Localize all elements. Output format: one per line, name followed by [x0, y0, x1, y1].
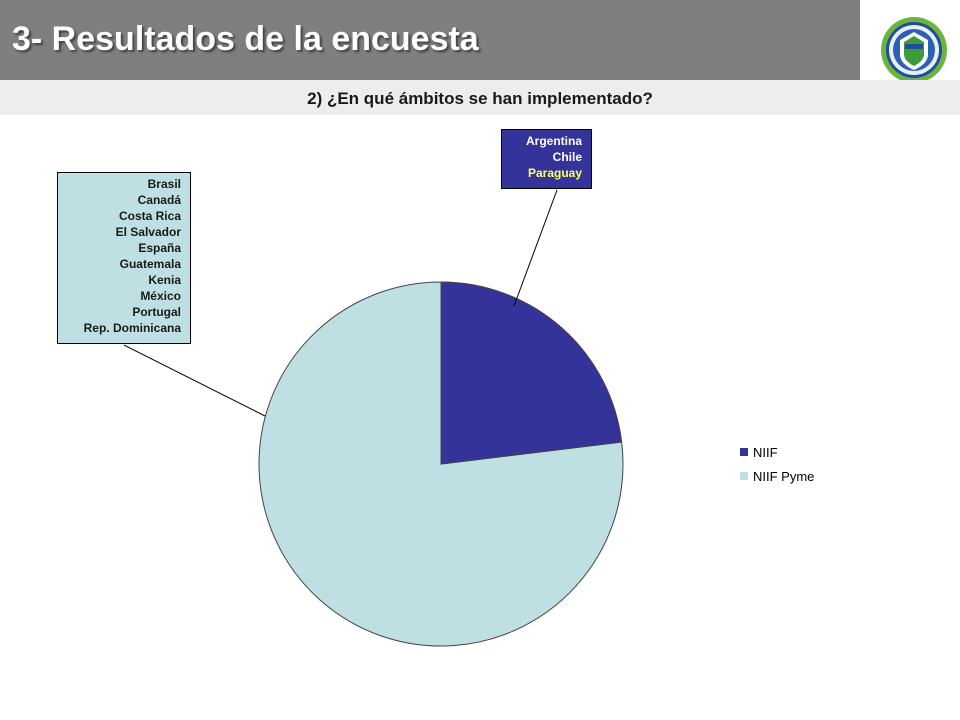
callout-country: Kenia: [148, 273, 181, 287]
legend-label: NIIF Pyme: [753, 468, 815, 484]
chart-title: 2) ¿En qué ámbitos se han implementado?: [307, 89, 653, 108]
chart-legend: NIIF NIIF Pyme: [740, 440, 814, 488]
legend-swatch: [740, 472, 748, 480]
callout-country: Brasil: [147, 177, 181, 191]
pie-slice-niif-pyme: [258, 281, 624, 647]
callout-country: España: [138, 241, 181, 255]
legend-item-niif-pyme: NIIF Pyme: [740, 464, 814, 488]
niif-pyme-country-callout: Brasil Canadá Costa Rica El Salvador España G…: [57, 172, 191, 344]
callout-country: Costa Rica: [118, 209, 181, 223]
niif-country-callout: Argentina Chile Paraguay: [501, 129, 592, 189]
callout-country: México: [140, 289, 181, 303]
callout-country: Portugal: [132, 305, 181, 319]
legend-swatch: [740, 448, 748, 456]
niif-leader-line: [513, 189, 558, 307]
callout-country: Argentina: [525, 134, 582, 148]
callout-country: Rep. Dominicana: [83, 321, 181, 335]
legend-item-niif: NIIF: [740, 440, 814, 464]
niif-pyme-leader-line: [123, 344, 266, 417]
seal-emblem-icon: [881, 17, 947, 83]
callout-country: El Salvador: [115, 225, 181, 239]
title-bar: 3- Resultados de la encuesta: [0, 0, 860, 80]
slide-title: 3- Resultados de la encuesta: [12, 20, 479, 58]
pie-slice-niif: [440, 281, 623, 465]
callout-country: Guatemala: [119, 257, 181, 271]
callout-country: Paraguay: [527, 166, 582, 180]
callout-country: Chile: [552, 150, 582, 164]
callout-country: Canadá: [137, 193, 181, 207]
legend-label: NIIF: [753, 444, 778, 460]
subtitle-bar: [0, 80, 960, 115]
